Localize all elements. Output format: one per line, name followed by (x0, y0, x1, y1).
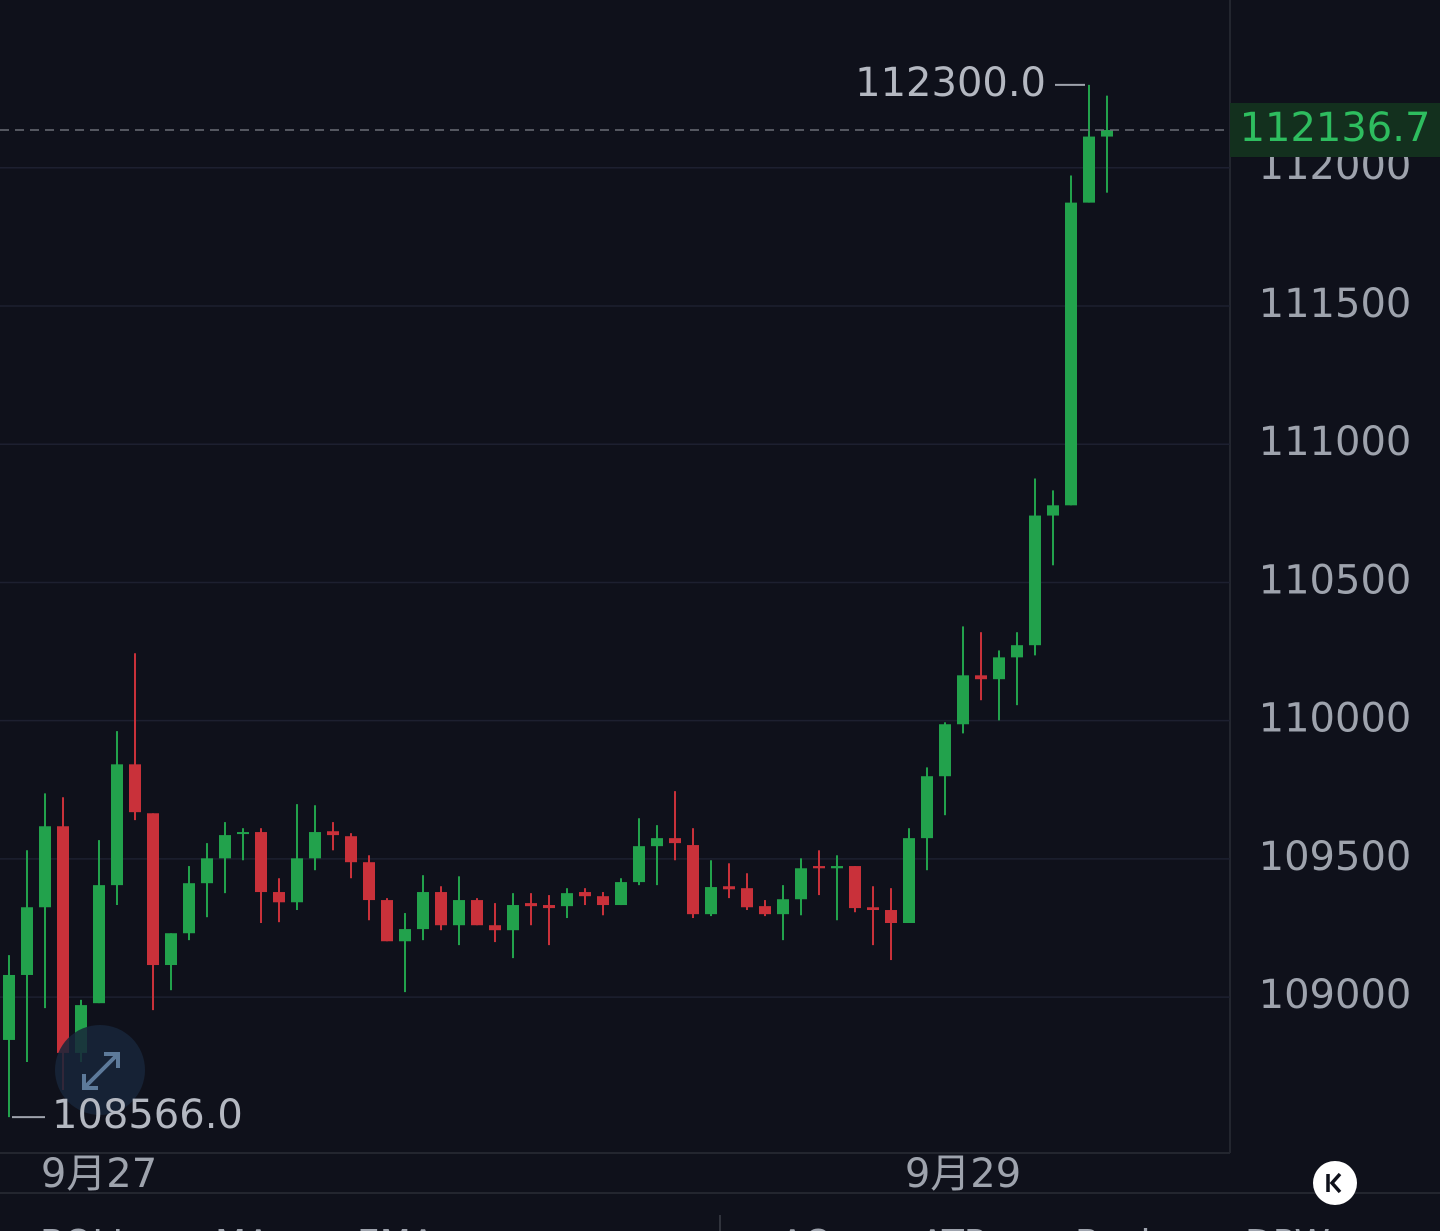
candle-body (147, 813, 159, 966)
candle-body (885, 910, 897, 924)
candle-body (1011, 645, 1023, 658)
candle-body (633, 846, 645, 883)
candle-body (687, 845, 699, 915)
candle-body (1029, 515, 1041, 646)
candle-body (993, 657, 1005, 680)
collapse-icon (1326, 1172, 1342, 1194)
candle-body (975, 675, 987, 680)
candle-body (741, 888, 753, 908)
candle-body (903, 838, 915, 924)
candle-body (543, 905, 555, 909)
collapse-button[interactable] (1313, 1161, 1357, 1205)
candle-body (831, 866, 843, 869)
candle-body (777, 899, 789, 915)
candle-body (453, 900, 465, 926)
candle-body (1065, 202, 1077, 506)
candle-body (237, 832, 249, 835)
indicator-tab[interactable]: AO (780, 1223, 832, 1231)
indicator-tab[interactable]: ATR (920, 1223, 989, 1231)
y-tick-label: 109000 (1259, 972, 1412, 1018)
x-tick-label: 9月27 (41, 1151, 157, 1197)
candle-body (813, 866, 825, 869)
collapse-bg[interactable] (1313, 1161, 1357, 1205)
candle-body (921, 776, 933, 839)
candle-body (651, 838, 663, 847)
candle-body (381, 900, 393, 942)
candle-body (273, 892, 285, 903)
x-tick-label: 9月29 (905, 1151, 1021, 1197)
y-tick-label: 110000 (1259, 696, 1412, 742)
candle-body (579, 892, 591, 897)
indicator-tab[interactable]: BOLL (40, 1223, 133, 1231)
indicator-tab[interactable]: MA (215, 1223, 271, 1231)
candle-body (669, 838, 681, 844)
candle-body (867, 907, 879, 911)
candle-body (93, 885, 105, 1004)
candle-body (1101, 130, 1113, 137)
candle-body (183, 883, 195, 934)
candle-body (1083, 136, 1095, 203)
candle-body (705, 887, 717, 915)
candle-body (561, 893, 573, 907)
plot (0, 84, 1230, 1118)
candle-body (723, 886, 735, 890)
candle-body (399, 929, 411, 942)
candle-body (615, 882, 627, 906)
candle-body (129, 764, 141, 813)
candle-body (507, 905, 519, 931)
candle-body (3, 974, 15, 1040)
high-marker-label: 112300.0 (855, 60, 1046, 106)
candle-body (21, 907, 33, 975)
candle-body (255, 832, 267, 893)
candle-body (471, 900, 483, 926)
candle-body (165, 933, 177, 966)
candle-body (327, 831, 339, 836)
candle-body (345, 836, 357, 863)
candle-body (111, 764, 123, 886)
y-tick-label: 111500 (1259, 281, 1412, 327)
candle-body (939, 724, 951, 777)
candle-body (489, 925, 501, 931)
candle-body (201, 858, 213, 884)
low-marker-label: 108566.0 (52, 1092, 243, 1138)
candle-body (525, 903, 537, 907)
candle-body (849, 866, 861, 909)
candle-body (39, 826, 51, 908)
candle-body (435, 892, 447, 926)
indicator-tab[interactable]: EMA (357, 1223, 436, 1231)
candle-body (1047, 505, 1059, 516)
expand-button[interactable] (55, 1025, 145, 1115)
candle-body (957, 675, 969, 725)
candle-body (291, 858, 303, 903)
candle-body (759, 906, 771, 915)
candle-body (309, 832, 321, 859)
indicator-tab[interactable]: Basic (1075, 1223, 1170, 1231)
y-tick-label: 109500 (1259, 834, 1412, 880)
candle-body (795, 868, 807, 900)
last-price-tag (1230, 103, 1440, 158)
y-tick-label: 110500 (1259, 557, 1412, 603)
candle-body (57, 826, 69, 1053)
expand-icon (82, 1052, 120, 1090)
candle-body (417, 892, 429, 930)
candle-body (597, 896, 609, 906)
last-price-label: 112136.7 (1240, 105, 1431, 151)
indicator-tab[interactable]: DPW (1245, 1223, 1330, 1231)
candle-body (363, 862, 375, 901)
y-tick-label: 111000 (1259, 419, 1412, 465)
candle-body (219, 835, 231, 859)
